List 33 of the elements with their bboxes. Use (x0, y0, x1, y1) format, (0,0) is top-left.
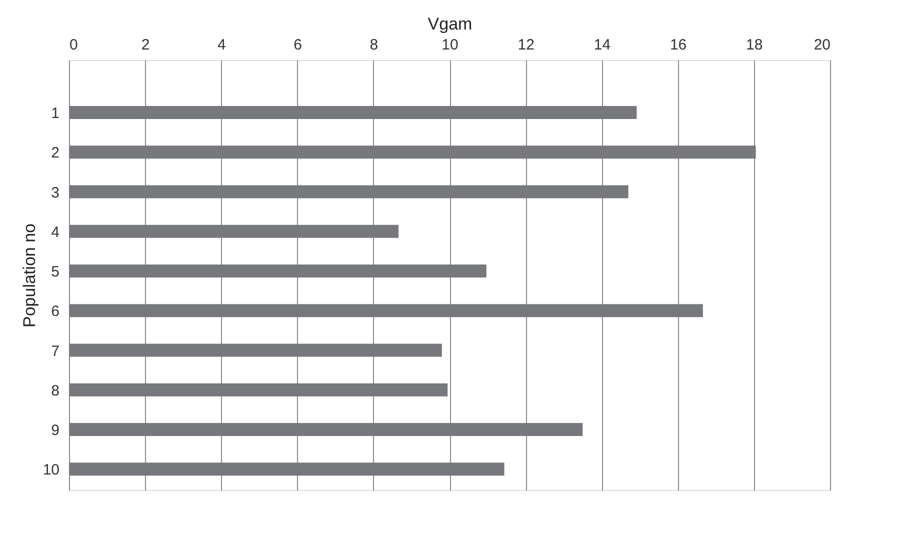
x-tick-label: 18 (746, 36, 763, 54)
x-tick-label: 14 (594, 36, 611, 54)
bar (69, 423, 583, 436)
y-tick-label: 2 (51, 144, 60, 162)
y-tick-label: 3 (51, 184, 60, 202)
x-tick-label: 12 (518, 36, 534, 54)
bar (69, 462, 504, 476)
y-tick-label: 7 (51, 342, 60, 360)
bar (69, 224, 399, 238)
y-tick-label: 10 (42, 462, 60, 479)
y-tick-label: 5 (51, 264, 60, 281)
y-axis-title: Population no (20, 224, 39, 328)
y-tick-label: 8 (51, 382, 60, 400)
bar (69, 344, 442, 357)
x-tick-label: 2 (141, 36, 150, 54)
bar (69, 383, 448, 396)
x-tick-label: 8 (370, 36, 378, 54)
y-tick-label: 1 (51, 105, 60, 122)
y-tick-label: 9 (51, 422, 60, 440)
x-tick-label: 20 (814, 36, 830, 54)
bar (69, 185, 628, 198)
x-tick-label: 16 (670, 36, 687, 54)
x-tick-label: 6 (294, 36, 302, 54)
bar (69, 304, 703, 318)
bar (69, 146, 756, 159)
bar (69, 264, 486, 278)
x-tick-label: 0 (70, 36, 78, 54)
x-tick-label: 10 (442, 36, 458, 54)
y-tick-label: 6 (51, 303, 60, 320)
x-axis-title: Vgam (428, 14, 472, 34)
bar (69, 106, 637, 120)
y-tick-label: 4 (51, 224, 60, 241)
x-tick-label: 4 (218, 36, 226, 54)
